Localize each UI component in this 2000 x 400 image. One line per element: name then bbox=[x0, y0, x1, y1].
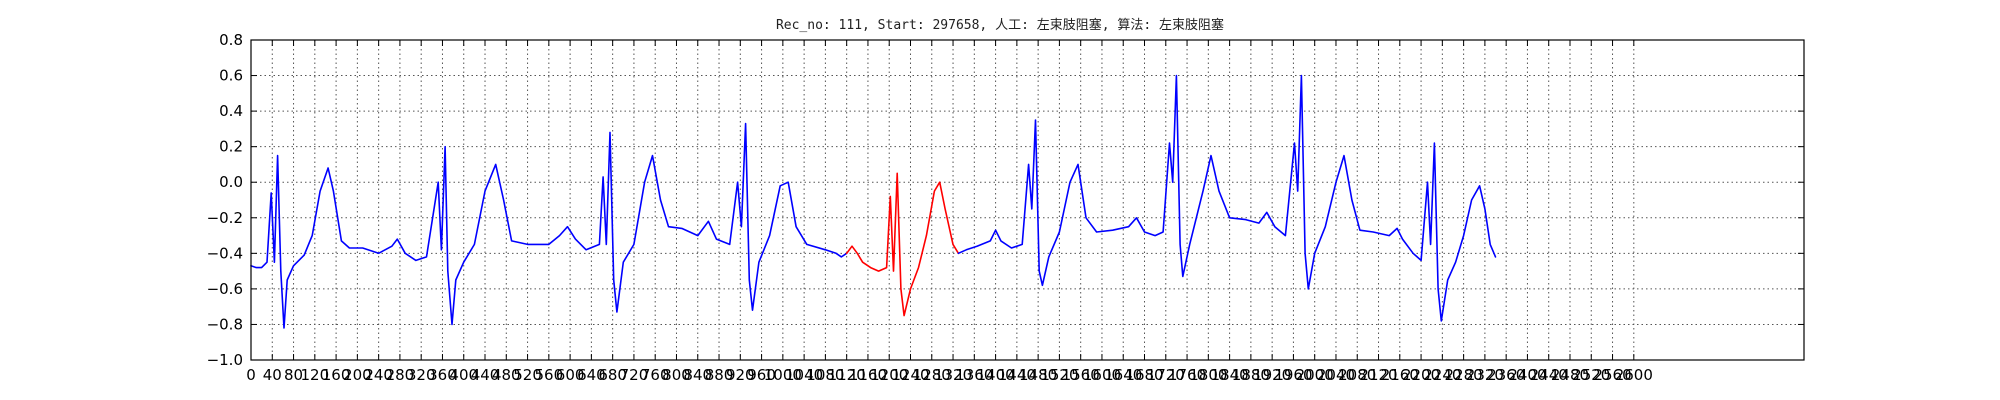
y-tick-label: 0.6 bbox=[219, 67, 243, 85]
x-tick-label: 1520 bbox=[1040, 366, 1078, 384]
y-tick-label: −0.4 bbox=[207, 244, 243, 262]
y-tick-label: −0.2 bbox=[207, 209, 243, 227]
x-tick-label: 1560 bbox=[1062, 366, 1100, 384]
x-tick-label: 1680 bbox=[1125, 366, 1163, 384]
grid-lines bbox=[250, 39, 1804, 361]
chart-title: Rec_no: 111, Start: 297658, 人工: 左束肢阻塞, 算… bbox=[776, 17, 1224, 33]
y-tick-label: 0.8 bbox=[219, 31, 243, 49]
x-tick-label: 880 bbox=[705, 366, 734, 384]
x-tick-label: 1160 bbox=[849, 366, 887, 384]
x-tick-label: 960 bbox=[747, 366, 776, 384]
x-tick-label: 2520 bbox=[1572, 366, 1610, 384]
ecg-series-line-1 bbox=[250, 122, 848, 329]
x-tick-label: 240 bbox=[364, 366, 393, 384]
x-tick-label: 1440 bbox=[998, 366, 1036, 384]
y-tick-label: 0.4 bbox=[219, 102, 243, 120]
x-tick-label: 360 bbox=[428, 366, 457, 384]
x-tick-label: 200 bbox=[343, 366, 372, 384]
y-axis-ticks: 0.8 0.6 0.4 0.2 0.0 −0.2 −0.4 −0.6 −0.8 −1.0 bbox=[207, 31, 1804, 369]
x-tick-label: 120 bbox=[301, 366, 330, 384]
x-tick-label: 2600 bbox=[1615, 366, 1653, 384]
plot-frame bbox=[250, 39, 1805, 361]
x-tick-label: 2280 bbox=[1445, 366, 1483, 384]
x-tick-label: 1800 bbox=[1189, 366, 1227, 384]
x-tick-label: 1840 bbox=[1211, 366, 1249, 384]
x-tick-label: 800 bbox=[662, 366, 691, 384]
x-axis-ticks: 0 40 8012016020024028032036040044048052056… bbox=[246, 40, 1653, 384]
x-tick-label: 1120 bbox=[828, 366, 866, 384]
x-tick-label: 1240 bbox=[891, 366, 929, 384]
y-tick-label: 0.0 bbox=[219, 173, 243, 191]
x-tick-label: 400 bbox=[449, 366, 478, 384]
x-tick-label: 2320 bbox=[1466, 366, 1504, 384]
x-tick-label: 1480 bbox=[1019, 366, 1057, 384]
x-tick-label: 1360 bbox=[955, 366, 993, 384]
x-tick-label: 0 bbox=[246, 366, 256, 384]
ecg-series-line-2 bbox=[845, 172, 960, 317]
x-tick-label: 160 bbox=[322, 366, 351, 384]
x-tick-label: 2400 bbox=[1508, 366, 1546, 384]
x-tick-label: 560 bbox=[535, 366, 564, 384]
x-tick-label: 40 bbox=[263, 366, 282, 384]
x-tick-label: 2000 bbox=[1296, 366, 1334, 384]
x-tick-label: 1600 bbox=[1083, 366, 1121, 384]
x-tick-label: 2120 bbox=[1359, 366, 1397, 384]
x-tick-label: 680 bbox=[598, 366, 627, 384]
x-tick-label: 2200 bbox=[1402, 366, 1440, 384]
x-tick-label: 2240 bbox=[1423, 366, 1461, 384]
x-tick-label: 640 bbox=[577, 366, 606, 384]
x-tick-label: 2560 bbox=[1593, 366, 1631, 384]
x-tick-label: 1960 bbox=[1274, 366, 1312, 384]
x-tick-label: 920 bbox=[726, 366, 755, 384]
x-tick-label: 720 bbox=[620, 366, 649, 384]
ecg-series-line-3 bbox=[957, 74, 1497, 322]
x-tick-label: 2480 bbox=[1551, 366, 1589, 384]
x-tick-label: 1760 bbox=[1168, 366, 1206, 384]
x-tick-label: 1080 bbox=[806, 366, 844, 384]
y-tick-label: −0.6 bbox=[207, 280, 243, 298]
x-tick-label: 1000 bbox=[764, 366, 802, 384]
x-tick-label: 480 bbox=[492, 366, 521, 384]
x-tick-label: 80 bbox=[284, 366, 303, 384]
x-tick-label: 2080 bbox=[1338, 366, 1376, 384]
y-tick-label: 0.2 bbox=[219, 138, 243, 156]
y-tick-label: −1.0 bbox=[207, 351, 243, 369]
x-tick-label: 280 bbox=[386, 366, 415, 384]
x-tick-label: 760 bbox=[641, 366, 670, 384]
x-tick-label: 1280 bbox=[913, 366, 951, 384]
x-tick-label: 440 bbox=[471, 366, 500, 384]
x-tick-label: 520 bbox=[513, 366, 542, 384]
x-tick-label: 1200 bbox=[870, 366, 908, 384]
x-tick-label: 1040 bbox=[785, 366, 823, 384]
x-tick-label: 2440 bbox=[1530, 366, 1568, 384]
x-tick-label: 1720 bbox=[1147, 366, 1185, 384]
y-tick-label: −0.8 bbox=[207, 315, 243, 333]
x-tick-label: 1880 bbox=[1232, 366, 1270, 384]
x-tick-label: 840 bbox=[683, 366, 712, 384]
x-tick-label: 320 bbox=[407, 366, 436, 384]
x-tick-label: 1320 bbox=[934, 366, 972, 384]
x-tick-label: 2040 bbox=[1317, 366, 1355, 384]
x-tick-label: 1640 bbox=[1104, 366, 1142, 384]
x-tick-label: 2360 bbox=[1487, 366, 1525, 384]
x-tick-label: 1400 bbox=[976, 366, 1014, 384]
x-tick-label: 600 bbox=[556, 366, 585, 384]
x-tick-label: 1920 bbox=[1253, 366, 1291, 384]
ecg-series bbox=[250, 74, 1497, 329]
x-tick-label: 2160 bbox=[1381, 366, 1419, 384]
